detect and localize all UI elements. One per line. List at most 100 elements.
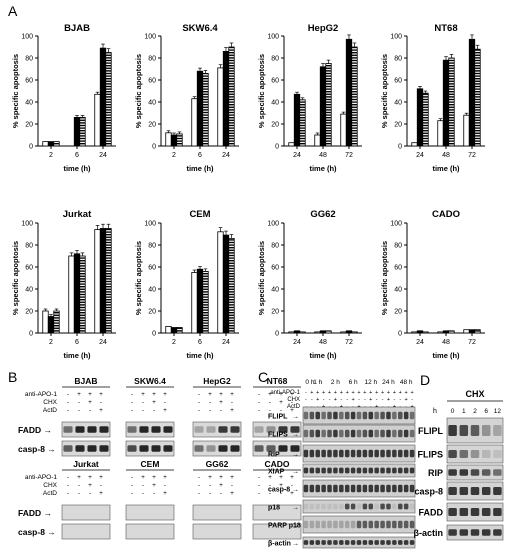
blot-band [459,487,469,495]
blot-band [303,467,309,474]
blot-frame [125,523,175,540]
blot-band [481,487,491,495]
treatment-sign: + [88,391,92,398]
treatment-sign: - [142,490,144,497]
blot-band [481,450,491,458]
treatment-sign: - [153,490,155,497]
blot-band [99,426,109,433]
treatment-sign: - [376,397,378,403]
blot-label: XIAP [268,469,285,476]
x-tick-label: 48 [319,152,327,159]
blot-band [481,508,491,516]
treatment-sign: + [369,397,372,403]
treatment-label: anti-APO-1 [25,474,58,481]
bar [202,270,209,334]
blot-band [339,429,344,438]
blot-band [386,429,391,438]
treatment-sign: - [340,397,342,403]
hour-label: h [433,408,437,415]
treatment-sign: - [258,407,260,414]
treatment-sign: + [290,391,294,398]
blot-parp-p18 [302,515,416,534]
blot-band [386,449,391,458]
y-axis-label: % specific apoptosis [134,54,143,128]
blot-band [356,484,362,493]
treatment-sign: - [411,397,413,403]
treatment-sign: + [387,397,390,403]
blot-frame [252,440,302,457]
blot-band [398,467,403,474]
chart-hepg2: HepG2 0 20 40 60 80 100 % specific apoptosis tim… [257,23,362,173]
cell-line-label: Jurkat [73,459,99,469]
y-axis-label: % specific apoptosis [380,54,389,128]
blot-frame [61,421,111,438]
blot-frame [61,504,111,521]
blot-band [127,426,137,433]
blot-band [362,467,368,474]
blot-fadd [192,504,242,521]
blot-band [368,540,374,545]
blot-fadd [192,421,242,438]
blot-band [321,411,326,420]
blot-band [403,503,409,510]
treatment-sign: - [291,482,293,489]
treatment-sign: - [131,407,133,414]
treatment-sign: - [131,490,133,497]
blot-band [459,469,469,476]
y-tick-label: 40 [271,100,279,107]
blot-band [392,503,397,510]
blot-band [327,503,332,510]
blot-arrow: → [292,487,299,494]
blot-label: p18 [268,505,280,512]
blot-band [403,484,409,493]
treatment-sign: - [100,399,102,406]
blot-band [448,508,457,516]
bar [105,228,112,334]
blot-band [493,487,502,495]
y-tick-label: 60 [25,265,33,272]
blot-band [362,484,368,493]
blot-band [63,426,73,433]
blot-frame [125,504,175,521]
treatment-sign: - [142,399,144,406]
y-tick-label: 60 [25,78,33,85]
bar [176,327,183,334]
treatment-sign: - [269,399,271,406]
y-tick-label: 60 [148,78,156,85]
treatment-label: ActD [43,407,57,414]
treatment-sign: + [399,390,402,396]
blot-band [321,503,326,510]
y-tick-label: 100 [267,34,279,41]
treatment-sign: - [323,397,325,403]
blot-band [448,425,457,436]
bar [448,330,455,334]
blot-band [459,508,469,516]
bar [437,331,444,334]
blot-band [327,429,332,438]
treatment-sign: + [208,474,212,481]
treatment-sign: + [405,397,408,403]
treatment-sign: + [152,474,156,481]
treatment-sign: - [78,490,80,497]
bar [293,93,301,147]
blot-fadd [446,502,504,522]
blot-band [403,467,409,474]
bar [99,47,107,147]
bar [437,120,444,147]
treatment-sign: - [78,407,80,414]
blot-band [327,520,332,529]
chart-cado: CADO 0 20 40 60 80 100 % specific apoptosis time… [380,209,485,360]
treatment-sign: - [78,399,80,406]
bar [340,331,347,334]
blot-frame [252,523,302,540]
time-label: 1 h [313,379,322,386]
panel-letter-b: B [8,369,17,385]
blot-band [333,484,338,493]
blot-band [356,503,362,510]
blot-band [368,467,374,474]
y-axis-label: % specific apoptosis [257,54,266,128]
blot-band [380,540,385,545]
treatment-sign: - [393,397,395,403]
blot-band [333,503,338,510]
blot-band [409,503,415,510]
